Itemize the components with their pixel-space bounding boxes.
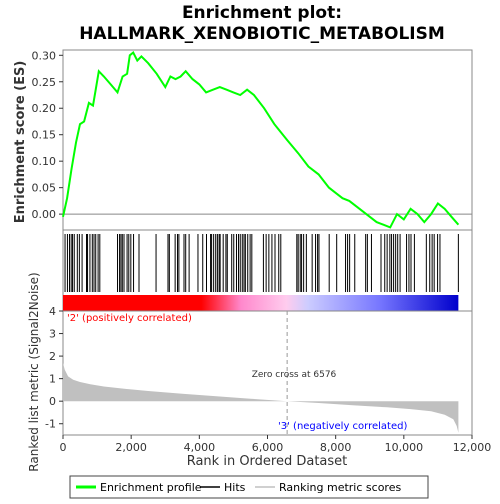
es-y-axis-label: Enrichment score (ES) bbox=[13, 61, 28, 224]
x-tick-label: 0 bbox=[60, 441, 67, 454]
chart-title-line1: Enrichment plot: bbox=[182, 3, 342, 23]
zero-cross-label: Zero cross at 6576 bbox=[252, 370, 337, 380]
ranking-y-tick-label: 3 bbox=[49, 328, 56, 341]
negative-correlation-label: '3' (negatively correlated) bbox=[278, 421, 407, 432]
ranking-metric-area bbox=[63, 362, 459, 433]
x-tick-label: 2,000 bbox=[115, 441, 147, 454]
ranking-color-bar bbox=[63, 295, 459, 311]
es-panel-frame bbox=[62, 49, 473, 231]
legend-ranking-metric-label: Ranking metric scores bbox=[279, 481, 401, 494]
ranking-y-axis-label: Ranked list metric (Signal2Noise) bbox=[27, 272, 41, 471]
x-tick-label: 12,000 bbox=[453, 441, 492, 454]
ranking-y-tick-label: 4 bbox=[49, 305, 56, 318]
es-y-tick-label: 0.30 bbox=[32, 49, 57, 62]
x-tick-label: 8,000 bbox=[320, 441, 352, 454]
es-profile-line bbox=[62, 51, 460, 229]
legend-hits-label: Hits bbox=[224, 481, 246, 494]
es-y-tick-label: 0.10 bbox=[32, 155, 57, 168]
chart-title-line2: HALLMARK_XENOBIOTIC_METABOLISM bbox=[79, 24, 445, 44]
ranking-panel-frame bbox=[62, 310, 473, 436]
es-y-tick-label: 0.00 bbox=[32, 208, 57, 221]
es-y-tick-label: 0.05 bbox=[32, 182, 57, 195]
legend-box bbox=[69, 475, 429, 499]
ranking-y-tick-label: 2 bbox=[49, 350, 56, 363]
x-tick-label: 6,000 bbox=[252, 441, 284, 454]
ranking-y-tick-label: -1 bbox=[45, 418, 56, 431]
legend-enrichment-profile-label: Enrichment profile bbox=[100, 481, 202, 494]
x-tick-label: 4,000 bbox=[184, 441, 216, 454]
es-y-tick-label: 0.15 bbox=[32, 129, 57, 142]
x-axis-label: Rank in Ordered Dataset bbox=[187, 454, 348, 469]
ranking-y-tick-label: 1 bbox=[49, 373, 56, 386]
es-y-tick-label: 0.20 bbox=[32, 102, 57, 115]
es-y-tick-label: 0.25 bbox=[32, 76, 57, 89]
ranking-y-tick-label: 0 bbox=[49, 395, 56, 408]
x-tick-label: 10,000 bbox=[385, 441, 424, 454]
positive-correlation-label: '2' (positively correlated) bbox=[67, 313, 192, 324]
